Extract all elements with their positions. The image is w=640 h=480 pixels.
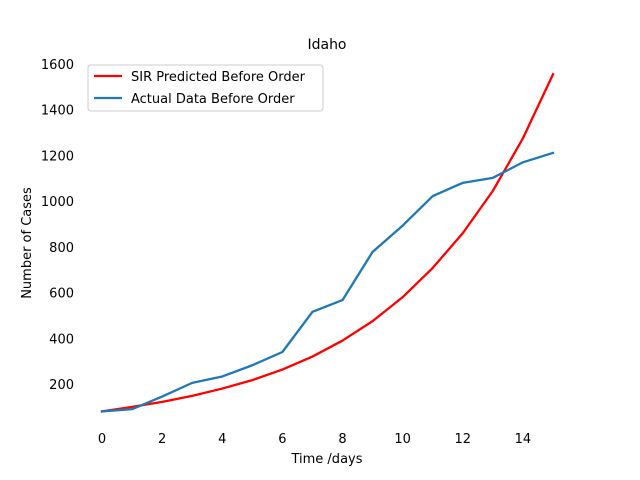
legend-label-2: Actual Data Before Order <box>131 92 295 107</box>
x-tick-label-6: 6 <box>278 432 286 447</box>
legend-box <box>87 64 324 112</box>
y-tick-label-800: 800 <box>49 241 74 256</box>
x-axis-label: Time /days <box>290 452 362 467</box>
series-line-2 <box>100 151 555 413</box>
y-tick-label-400: 400 <box>49 332 74 347</box>
legend: SIR Predicted Before Order Actual Data Be… <box>87 64 324 112</box>
legend-label-1: SIR Predicted Before Order <box>131 70 306 85</box>
series-line-1 <box>100 72 555 413</box>
y-tick-label-1000: 1000 <box>41 195 74 210</box>
x-tick-label-0: 0 <box>98 432 106 447</box>
y-tick-label-1200: 1200 <box>41 149 74 164</box>
y-tick-label-600: 600 <box>49 287 74 302</box>
chart-title: Idaho <box>307 37 346 53</box>
x-tick-label-12: 12 <box>455 432 472 447</box>
x-tick-label-10: 10 <box>394 432 411 447</box>
x-tick-label-4: 4 <box>218 432 226 447</box>
y-tick-label-1400: 1400 <box>41 104 74 119</box>
y-axis-label: Number of Cases <box>20 187 35 299</box>
x-axis: 0 2 4 6 8 10 12 14 <box>98 432 531 447</box>
series-layer <box>100 72 555 413</box>
x-tick-label-14: 14 <box>515 432 532 447</box>
y-tick-label-1600: 1600 <box>41 58 74 73</box>
x-tick-label-2: 2 <box>158 432 166 447</box>
x-tick-label-8: 8 <box>338 432 346 447</box>
y-tick-label-200: 200 <box>49 378 74 393</box>
y-axis: 200 400 600 800 1000 1200 1400 1600 <box>41 58 74 393</box>
